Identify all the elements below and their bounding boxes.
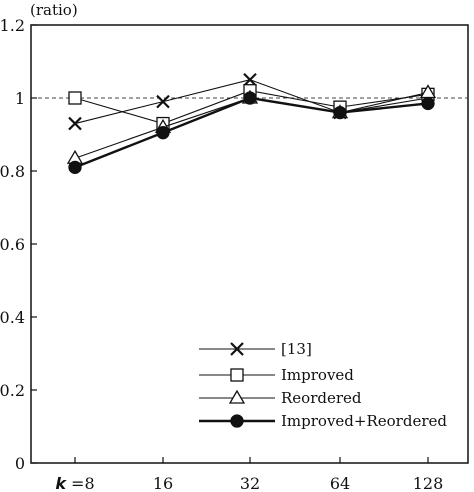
legend: [13] Improved Reordered Improved+Reordered	[199, 340, 447, 430]
y-tick-label: 0.4	[0, 308, 25, 327]
y-tick-label: 1.2	[0, 16, 25, 35]
x-tick-label: 32	[240, 474, 260, 492]
legend-item: [13]	[199, 340, 312, 358]
series	[68, 84, 435, 131]
y-tick-label: 0.6	[0, 235, 25, 254]
x-marker-stroke	[230, 342, 244, 356]
y-tick-label: 0.8	[0, 162, 25, 181]
legend-label: Improved	[281, 366, 354, 384]
x-tick-label: 128	[413, 474, 444, 492]
y-axis: 0 0.2 0.4 0.6 0.8 1 1.2	[0, 16, 37, 473]
data-point-circle-marker	[333, 105, 347, 120]
data-point-x-marker	[68, 116, 82, 131]
x-tick-label: 16	[153, 474, 173, 492]
legend-label: [13]	[281, 340, 312, 358]
legend-item: Improved	[199, 366, 354, 384]
data-point-circle-marker	[68, 160, 82, 175]
data-point-circle-marker	[156, 126, 170, 140]
series-layer	[66, 72, 437, 175]
data-point-circle-marker	[421, 96, 435, 111]
x-var-separator: =	[66, 474, 85, 492]
x-tick-label: k =8	[55, 474, 94, 492]
series	[68, 91, 435, 175]
data-point-square-marker	[230, 368, 244, 382]
legend-item: Improved+Reordered	[199, 412, 447, 430]
data-point-circle-marker	[230, 414, 244, 428]
x-marker-stroke	[68, 116, 82, 131]
y-axis-unit-label: (ratio)	[30, 1, 78, 19]
data-point-x-marker	[230, 342, 244, 356]
y-tick-label: 0	[15, 454, 25, 473]
x-marker-stroke	[243, 72, 257, 87]
legend-item: Reordered	[199, 389, 362, 407]
data-point-circle-marker	[243, 91, 257, 105]
x-var-label: k	[55, 474, 67, 492]
legend-label: Improved+Reordered	[281, 412, 447, 430]
legend-label: Reordered	[281, 389, 362, 407]
x-tick-value: 8	[84, 474, 94, 492]
data-point-x-marker	[243, 72, 257, 87]
y-tick-label: 0.2	[0, 381, 25, 400]
x-tick-label: 64	[330, 474, 350, 492]
x-marker-stroke	[156, 94, 170, 109]
y-tick-label: 1	[15, 89, 25, 108]
x-axis: k =8 16 32 64 128	[55, 457, 443, 492]
data-point-square-marker	[68, 91, 82, 105]
data-point-x-marker	[156, 94, 170, 109]
data-point-triangle-marker	[228, 389, 246, 404]
series-line	[74, 96, 429, 169]
